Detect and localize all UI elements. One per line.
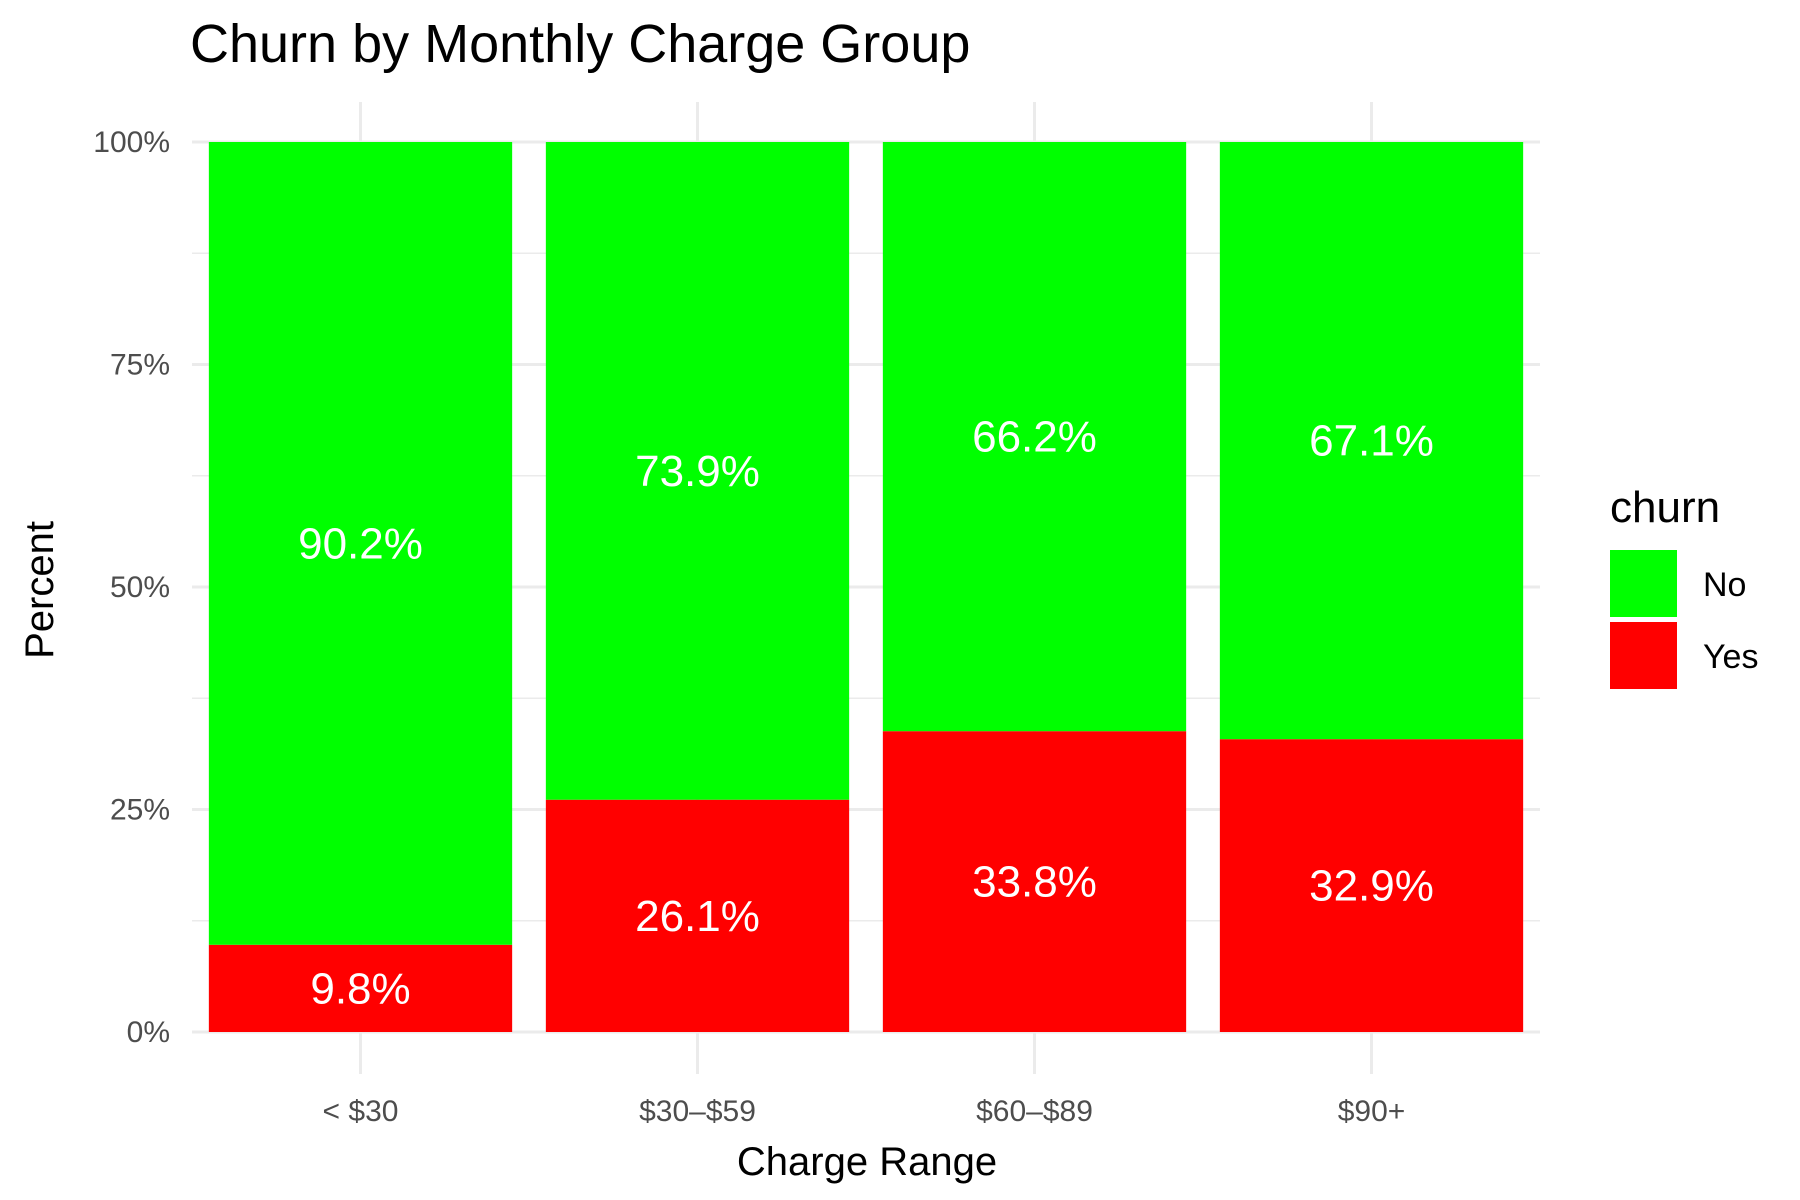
chart-title: Churn by Monthly Charge Group (190, 14, 970, 74)
y-tick-label: 75% (110, 349, 170, 382)
bar-yes (1219, 739, 1524, 1032)
bar-no (1219, 142, 1524, 740)
legend-key-no (1610, 550, 1677, 617)
x-tick-label: $60–$89 (976, 1095, 1093, 1128)
bar-no (545, 142, 850, 800)
y-tick-label: 25% (110, 794, 170, 827)
bar-yes (545, 799, 850, 1032)
x-tick-label: < $30 (323, 1095, 399, 1128)
y-tick-label: 100% (93, 126, 170, 159)
legend-label-yes: Yes (1703, 638, 1758, 676)
bar-no (208, 142, 513, 945)
bar-no (882, 142, 1187, 732)
bar-label: 90.2% (298, 519, 423, 568)
y-axis-title: Percent (18, 521, 62, 659)
bar-label: 66.2% (972, 413, 1097, 462)
y-tick-label: 0% (127, 1016, 170, 1049)
bar-labels: 9.8% 90.2% 26.1% 73.9% 33.8% 66.2% 32.9% 67.1% (298, 413, 1434, 1014)
bars (208, 142, 1524, 1032)
x-axis-title: Charge Range (737, 1140, 997, 1184)
legend: churn No Yes (1610, 483, 1758, 689)
bar-label: 33.8% (972, 858, 1097, 907)
x-tick-label: $90+ (1338, 1095, 1406, 1128)
bar-label: 67.1% (1309, 417, 1434, 466)
legend-key-yes (1610, 622, 1677, 689)
y-tick-label: 50% (110, 571, 170, 604)
x-tick-label: $30–$59 (639, 1095, 756, 1128)
bar-label: 32.9% (1309, 862, 1434, 911)
x-axis-ticks: < $30 $30–$59 $60–$89 $90+ (323, 1095, 1406, 1128)
bar-label: 9.8% (310, 964, 410, 1013)
bar-yes (882, 731, 1187, 1032)
y-axis-ticks: 0% 25% 50% 75% 100% (93, 126, 170, 1049)
legend-label-no: No (1703, 566, 1746, 604)
bar-label: 26.1% (635, 892, 760, 941)
bar-label: 73.9% (635, 447, 760, 496)
legend-title: churn (1610, 483, 1720, 532)
bar-yes (208, 944, 513, 1032)
